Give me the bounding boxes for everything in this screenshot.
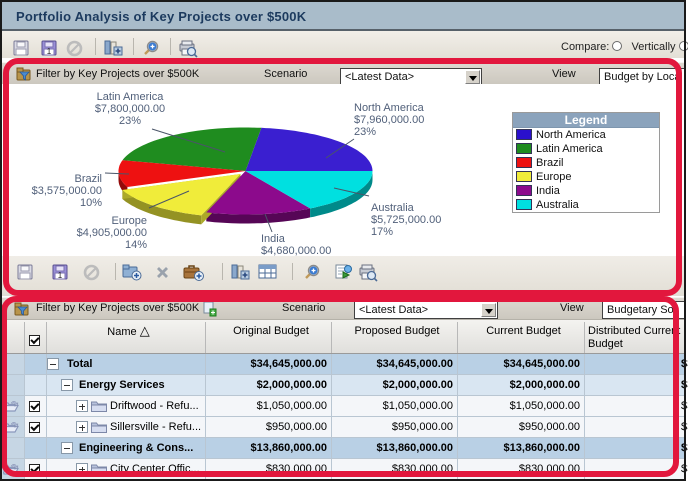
svg-text:1: 1 [58, 271, 63, 280]
svg-text:1: 1 [47, 47, 52, 56]
